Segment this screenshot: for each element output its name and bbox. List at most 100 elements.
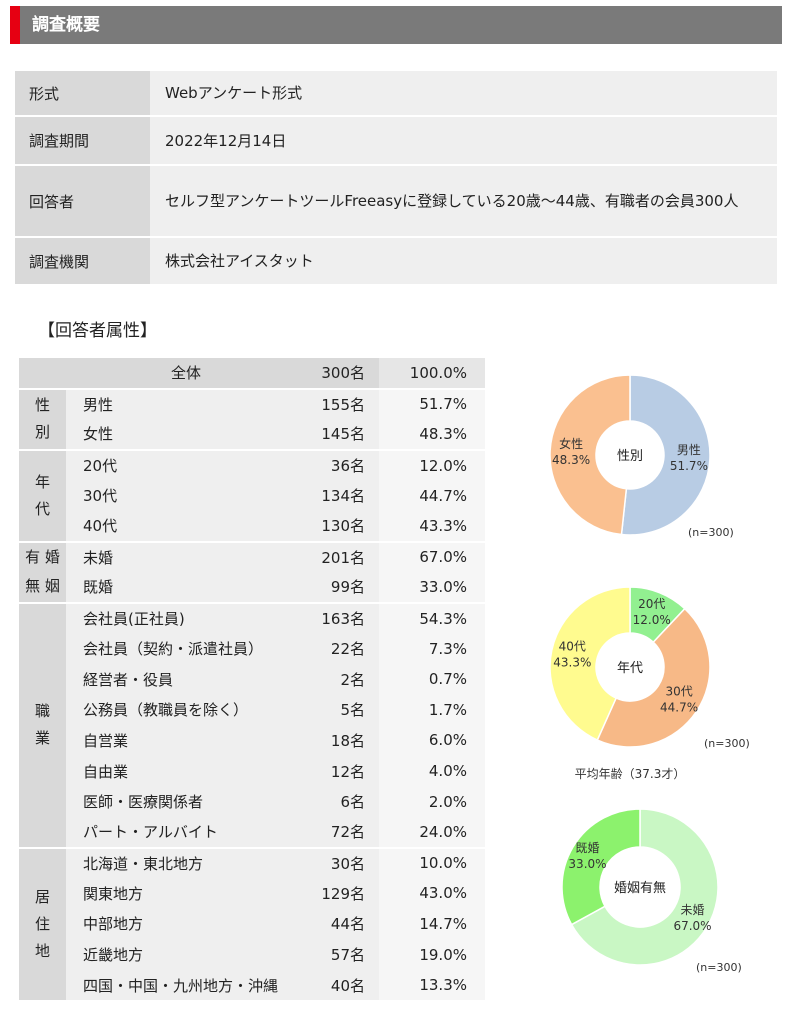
row-label: 会社員（契約・派遣社員） [66, 633, 299, 664]
sample-size-note: (n=300) [704, 737, 750, 750]
row-count: 145名 [299, 419, 379, 450]
slice-name-label: 既婚 [575, 841, 599, 855]
donut-chart: 20代 12.0% 30代 44.7% 40代 43.3% 年代 (n=300) 平均年齢（37… [549, 586, 750, 781]
sample-size-note: (n=300) [696, 961, 742, 974]
table-row: 調査期間 2022年12月14日 [15, 116, 777, 166]
row-count: 155名 [299, 387, 379, 420]
attribute-charts: 男性 51.7% 女性 48.3% 性別 (n=300) 20代 12.0% 30代 44.7% 4… [549, 374, 750, 974]
row-percent: 12.0% [379, 448, 485, 481]
row-label: 医師・医療関係者 [66, 786, 299, 817]
row-label: 北海道・東北地方 [66, 846, 299, 879]
row-count: 18名 [299, 725, 379, 756]
row-percent: 6.0% [379, 725, 485, 756]
row-percent: 7.3% [379, 633, 485, 664]
slice-value-label: 67.0% [673, 919, 711, 933]
pie-slice [596, 607, 711, 748]
row-count: 163名 [299, 601, 379, 634]
overview-key: 回答者 [15, 165, 150, 238]
row-count: 6名 [299, 786, 379, 817]
table-row: 女性 145名 48.3% [19, 419, 485, 450]
row-label: 既婚 [66, 572, 299, 603]
overview-value: 株式会社アイスタット [150, 237, 777, 286]
row-percent: 54.3% [379, 601, 485, 634]
table-row: 性別男性 155名 51.7% [19, 387, 485, 450]
row-count: 2名 [299, 663, 379, 695]
table-row: 既婚 99名 33.0% [19, 572, 485, 603]
category-label: 年代 [19, 448, 66, 542]
header-accent-bar [10, 6, 20, 44]
table-row-total: 全体 300名 100.0% [19, 358, 485, 389]
row-label: 20代 [66, 448, 299, 481]
row-percent: 19.0% [379, 939, 485, 970]
row-count: 22名 [299, 633, 379, 664]
pie-slice [561, 808, 641, 926]
row-count: 36名 [299, 448, 379, 481]
row-count: 57名 [299, 939, 379, 970]
row-percent: 33.0% [379, 572, 485, 603]
row-label: 男性 [66, 387, 299, 420]
category-label: 居住地 [19, 846, 66, 1001]
table-row: 30代 134名 44.7% [19, 480, 485, 511]
slice-value-label: 12.0% [633, 613, 671, 627]
slice-name-label: 女性 [559, 436, 583, 451]
total-label: 全体 [19, 358, 299, 389]
slice-value-label: 33.0% [568, 857, 606, 871]
row-percent: 44.7% [379, 480, 485, 511]
slice-name-label: 40代 [559, 640, 586, 654]
table-row: 有 婚無 姻未婚 201名 67.0% [19, 540, 485, 603]
row-percent: 4.0% [379, 755, 485, 787]
row-label: 未婚 [66, 540, 299, 573]
row-percent: 10.0% [379, 846, 485, 879]
row-percent: 1.7% [379, 694, 485, 726]
table-row: 近畿地方 57名 19.0% [19, 939, 485, 970]
chart-center-title: 性別 [617, 449, 643, 464]
donut-chart: 未婚 67.0% 既婚 33.0% 婚姻有無 (n=300) [561, 808, 742, 974]
slice-name-label: 男性 [677, 443, 701, 457]
row-count: 201名 [299, 540, 379, 573]
chart-center-title: 婚姻有無 [614, 881, 666, 896]
overview-key: 調査機関 [15, 237, 150, 286]
slice-value-label: 43.3% [553, 656, 591, 670]
table-row: 関東地方 129名 43.0% [19, 878, 485, 909]
category-label: 職業 [19, 601, 66, 848]
chart-caption: 平均年齢（37.3才） [575, 766, 686, 781]
total-percent: 100.0% [379, 358, 485, 389]
table-row: 医師・医療関係者 6名 2.0% [19, 786, 485, 817]
slice-name-label: 30代 [665, 685, 692, 699]
row-count: 44名 [299, 908, 379, 940]
row-percent: 14.7% [379, 908, 485, 940]
row-count: 99名 [299, 572, 379, 603]
row-count: 129名 [299, 878, 379, 909]
total-count: 300名 [299, 358, 379, 389]
row-count: 5名 [299, 694, 379, 726]
row-percent: 13.3% [379, 969, 485, 1001]
table-row: 中部地方 44名 14.7% [19, 908, 485, 940]
row-label: 会社員(正社員) [66, 601, 299, 634]
table-row: 会社員（契約・派遣社員） 22名 7.3% [19, 633, 485, 664]
row-label: 30代 [66, 480, 299, 511]
row-percent: 2.0% [379, 786, 485, 817]
row-count: 30名 [299, 846, 379, 879]
pie-slice [549, 374, 631, 536]
section-header: 調査概要 [10, 6, 782, 44]
row-label: 四国・中国・九州地方・沖縄 [66, 969, 299, 1001]
row-label: 40代 [66, 510, 299, 542]
sample-size-note: (n=300) [688, 526, 734, 539]
table-row: 自由業 12名 4.0% [19, 755, 485, 787]
overview-table: 形式 Webアンケート形式 調査期間 2022年12月14日 回答者 セルフ型ア… [15, 71, 777, 286]
table-row: 自営業 18名 6.0% [19, 725, 485, 756]
row-label: 女性 [66, 419, 299, 450]
slice-name-label: 20代 [638, 597, 665, 611]
row-label: 関東地方 [66, 878, 299, 909]
slice-value-label: 48.3% [552, 453, 590, 467]
row-label: 自営業 [66, 725, 299, 756]
row-percent: 0.7% [379, 663, 485, 695]
row-label: 自由業 [66, 755, 299, 787]
row-label: 経営者・役員 [66, 663, 299, 695]
row-percent: 24.0% [379, 816, 485, 848]
overview-value: Webアンケート形式 [150, 71, 777, 117]
table-row: 調査機関 株式会社アイスタット [15, 237, 777, 286]
row-count: 72名 [299, 816, 379, 848]
row-percent: 67.0% [379, 540, 485, 573]
donut-chart: 男性 51.7% 女性 48.3% 性別 (n=300) [549, 374, 734, 539]
